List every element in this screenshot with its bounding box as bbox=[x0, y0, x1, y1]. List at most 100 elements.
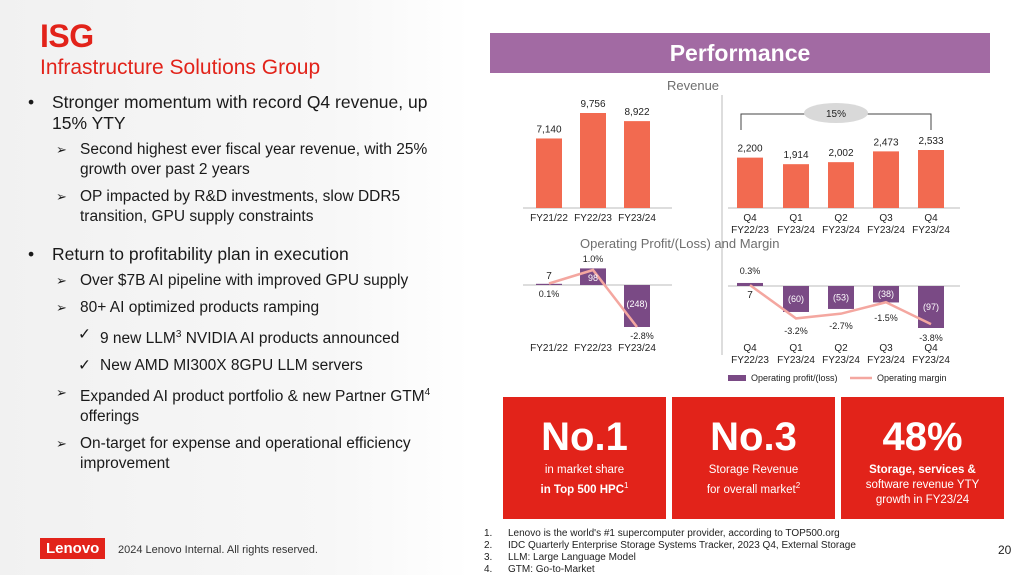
x-tick-label: Q4 bbox=[743, 343, 757, 354]
bullet-text: On-target for expense and operational ef… bbox=[80, 435, 411, 473]
stat-caption: Storage, services & software revenue YTY… bbox=[865, 464, 980, 506]
footnote: 3. LLM: Large Language Model bbox=[484, 552, 636, 563]
margin-line bbox=[548, 268, 638, 328]
margin-label: 0.1% bbox=[539, 289, 560, 299]
bullet-text: 9 new LLM3 NVIDIA AI products announced bbox=[100, 329, 400, 348]
bullet-level2: ➢ Over $7B AI pipeline with improved GPU … bbox=[56, 271, 448, 291]
x-tick-label: FY23/24 bbox=[867, 355, 905, 366]
x-tick-label: FY23/24 bbox=[822, 355, 860, 366]
arrow-bullet-icon: ➢ bbox=[56, 189, 67, 204]
data-label: 2,200 bbox=[737, 144, 762, 155]
op-bar bbox=[737, 282, 763, 286]
data-label: 2,533 bbox=[918, 136, 943, 147]
data-label: 2,002 bbox=[828, 148, 853, 159]
legend-label: Operating profit/(loss) bbox=[751, 373, 838, 383]
op-bar bbox=[783, 286, 809, 312]
bullet-text: Stronger momentum with record Q4 revenue… bbox=[52, 92, 428, 133]
margin-line bbox=[749, 284, 932, 326]
margin-label: -3.2% bbox=[784, 326, 808, 336]
data-label: 2,473 bbox=[873, 137, 898, 148]
arrow-bullet-icon: ➢ bbox=[56, 436, 67, 452]
copyright-text: 2024 Lenovo Internal. All rights reserve… bbox=[118, 544, 318, 556]
performance-banner: Performance bbox=[490, 33, 990, 73]
x-tick-label: FY22/23 bbox=[574, 343, 612, 354]
op-value-label: (97) bbox=[923, 302, 939, 312]
x-tick-label: FY23/24 bbox=[912, 225, 950, 236]
stat-caption: Storage Revenue for overall market2 bbox=[706, 464, 801, 496]
x-tick-label: FY23/24 bbox=[867, 225, 905, 236]
x-tick-label: Q4 bbox=[924, 343, 938, 354]
revenue-bar bbox=[873, 151, 899, 208]
footnote: 1. Lenovo is the world's #1 supercomputer… bbox=[484, 528, 840, 539]
data-label: 9,756 bbox=[580, 99, 605, 110]
stat-value: No.3 bbox=[710, 415, 797, 459]
op-value-label: 7 bbox=[546, 271, 552, 282]
x-tick-label: Q3 bbox=[879, 343, 893, 354]
x-tick-label: FY23/24 bbox=[777, 225, 815, 236]
op-value-label: (53) bbox=[833, 292, 849, 302]
checkmark-icon: ✓ bbox=[78, 357, 91, 375]
data-label: 8,922 bbox=[624, 107, 649, 118]
stat-tile-storage-revenue: No.3 Storage Revenue for overall market2 bbox=[672, 397, 835, 519]
op-bar bbox=[536, 283, 562, 285]
op-value-label: 7 bbox=[747, 290, 753, 301]
x-tick-label: Q1 bbox=[789, 343, 803, 354]
op-label: Operating Profit/(Loss) and Margin bbox=[580, 236, 780, 251]
x-tick-label: Q3 bbox=[879, 213, 893, 224]
footnotes: 1. Lenovo is the world's #1 supercomputer… bbox=[484, 528, 856, 576]
stat-caption: in market share in Top 500 HPC1 bbox=[540, 464, 629, 496]
op-value-label: (38) bbox=[878, 289, 894, 299]
revenue-bar bbox=[918, 150, 944, 208]
margin-label: -1.5% bbox=[874, 313, 898, 323]
margin-label: -2.7% bbox=[829, 321, 853, 331]
data-label: 7,140 bbox=[536, 124, 561, 135]
op-value-label: 98 bbox=[588, 273, 598, 283]
op-value-label: (248) bbox=[626, 299, 647, 309]
margin-label: 1.0% bbox=[583, 254, 604, 264]
op-bar bbox=[873, 286, 899, 303]
stat-value: 48% bbox=[882, 415, 963, 459]
op-value-label: (60) bbox=[788, 294, 804, 304]
revenue-bar bbox=[783, 164, 809, 208]
bullet-level3: ✓ 9 new LLM3 NVIDIA AI products announced bbox=[78, 325, 448, 349]
bullet-level2: ➢ On-target for expense and operational e… bbox=[56, 434, 448, 474]
bullet-list: • Stronger momentum with record Q4 revenu… bbox=[28, 92, 448, 481]
revenue-bar bbox=[580, 113, 606, 208]
page-subtitle: Infrastructure Solutions Group bbox=[40, 56, 321, 79]
bullet-level2: ➢ 80+ AI optimized products ramping bbox=[56, 298, 448, 318]
x-tick-label: FY21/22 bbox=[530, 213, 568, 224]
bullet-level1: • Stronger momentum with record Q4 revenu… bbox=[28, 92, 448, 134]
stat-value: No.1 bbox=[541, 415, 628, 459]
x-tick-label: Q2 bbox=[834, 213, 848, 224]
x-tick-label: FY22/23 bbox=[731, 355, 769, 366]
legend-swatch-bar bbox=[728, 375, 746, 381]
bullet-text: OP impacted by R&D investments, slow DDR… bbox=[80, 188, 401, 225]
x-tick-label: FY23/24 bbox=[618, 213, 656, 224]
bullet-text: Second highest ever fiscal year revenue,… bbox=[80, 141, 428, 178]
arrow-bullet-icon: ➢ bbox=[56, 142, 67, 157]
margin-label: -3.8% bbox=[919, 333, 943, 343]
margin-label: 0.3% bbox=[740, 266, 761, 276]
bullet-text: Expanded AI product portfolio & new Part… bbox=[80, 387, 431, 426]
arrow-bullet-icon: ➢ bbox=[56, 385, 67, 401]
bullet-level3: ✓ New AMD MI300X 8GPU LLM servers bbox=[78, 356, 448, 376]
lenovo-logo: Lenovo bbox=[40, 538, 106, 559]
footnote: 4. GTM: Go-to-Market bbox=[484, 564, 595, 575]
x-tick-label: FY22/23 bbox=[731, 225, 769, 236]
op-bar bbox=[828, 286, 854, 309]
x-tick-label: FY21/22 bbox=[530, 343, 568, 354]
arrow-bullet-icon: ➢ bbox=[56, 300, 67, 315]
bullet-text: Over $7B AI pipeline with improved GPU s… bbox=[80, 272, 409, 289]
growth-badge bbox=[804, 103, 868, 123]
bullet-level1: • Return to profitability plan in executi… bbox=[28, 244, 448, 265]
bullet-level2: ➢ Expanded AI product portfolio & new Par… bbox=[56, 383, 448, 427]
op-bar bbox=[624, 285, 650, 327]
arrow-bullet-icon: ➢ bbox=[56, 273, 67, 288]
page-title: ISG bbox=[40, 18, 94, 54]
x-tick-label: Q1 bbox=[789, 213, 803, 224]
x-tick-label: Q4 bbox=[743, 213, 757, 224]
revenue-bar bbox=[828, 162, 854, 208]
revenue-bar bbox=[737, 157, 763, 208]
growth-badge-label: 15% bbox=[826, 109, 846, 120]
